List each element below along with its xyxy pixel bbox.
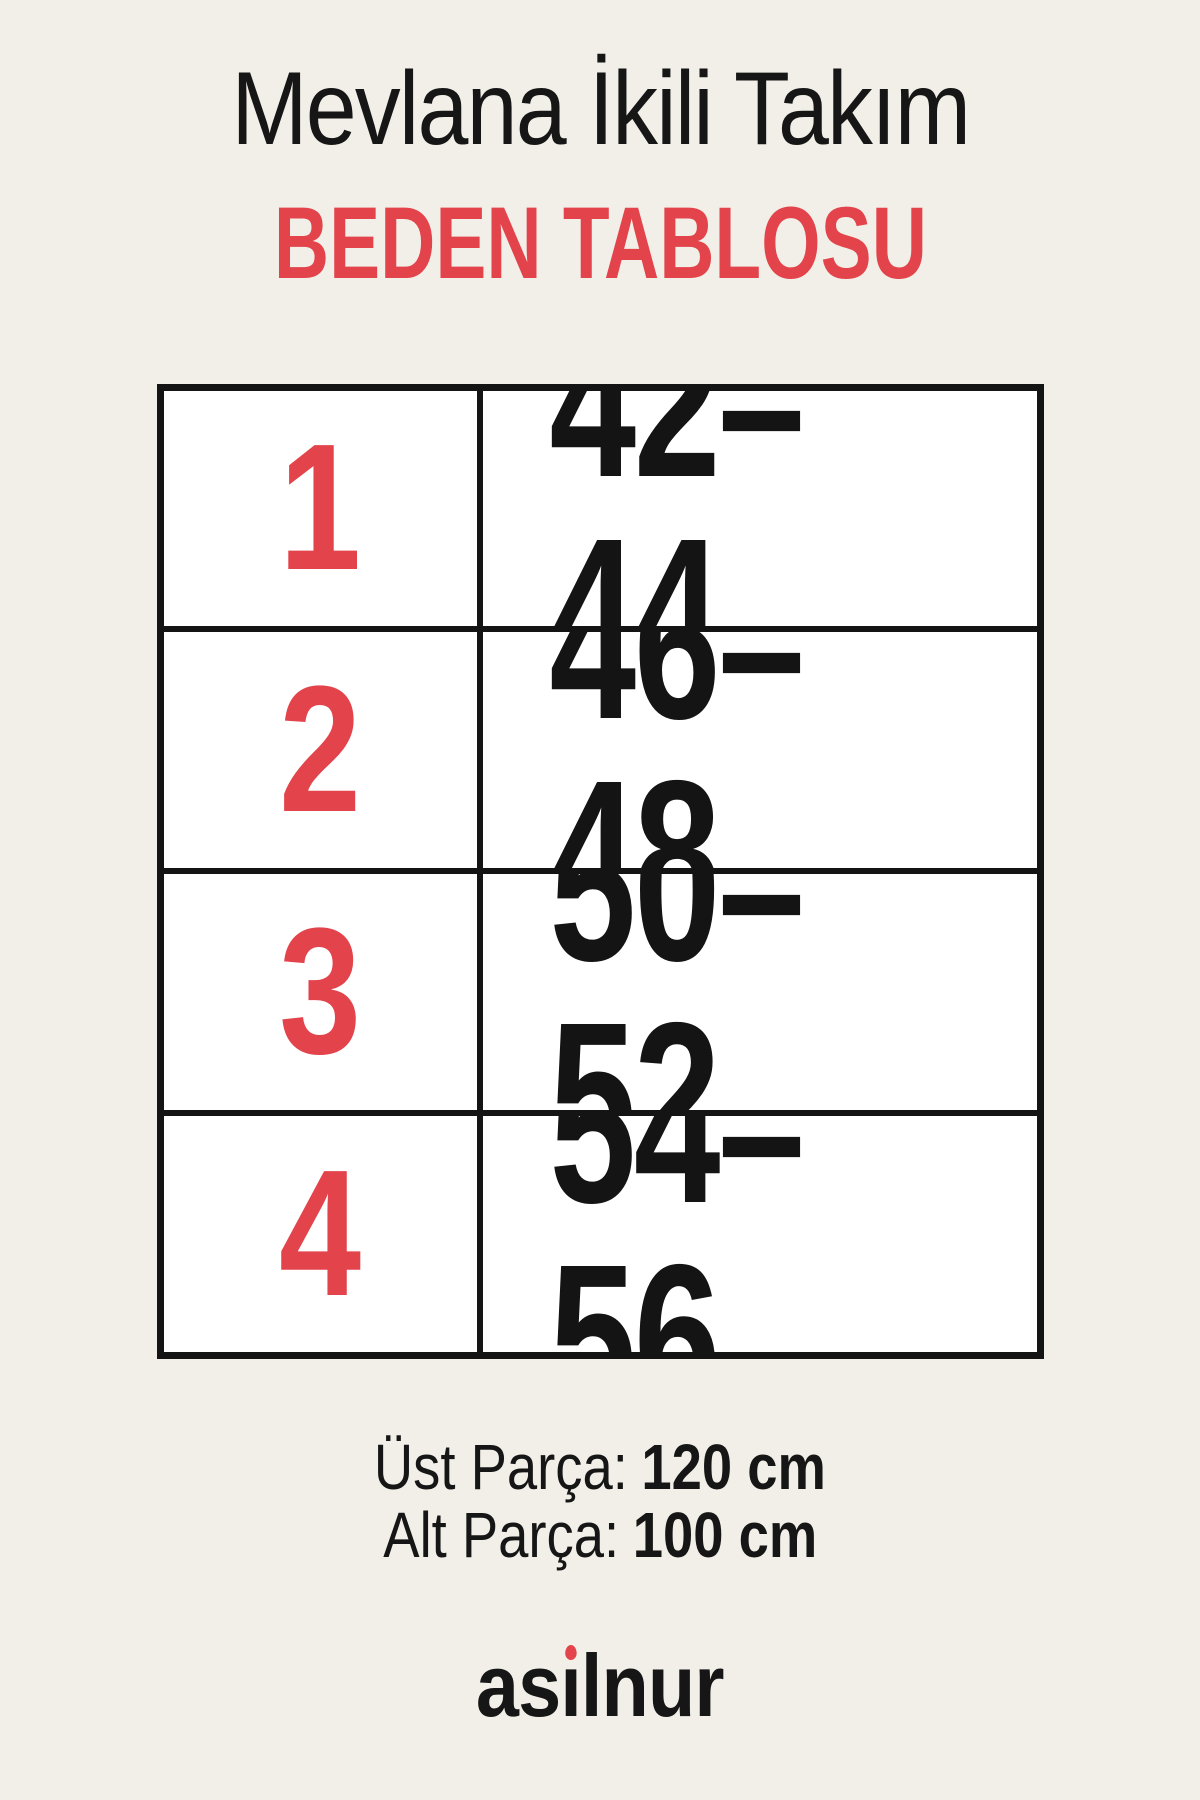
note-label: Üst Parça: [373,1430,628,1503]
note-ust-parca: Üst Parça: 120 cm [373,1430,827,1503]
size-table: 1 42–44 2 46–48 3 50–52 4 54–56 [156,383,1044,1359]
size-range: 42–44 [548,390,804,627]
size-range: 50–52 [548,874,804,1110]
size-number: 2 [278,649,362,851]
size-number: 3 [278,890,362,1092]
table-cell-range-4: 54–56 [482,1115,1037,1352]
brand-logo-text-post: lnur [581,1635,725,1735]
note-label: Alt Parça: [383,1499,619,1572]
size-range: 54–56 [548,1115,804,1352]
page-title: Mevlana İkili Takım [231,51,971,167]
table-cell-range-3: 50–52 [482,874,1037,1110]
page-subtitle: BEDEN TABLOSU [273,185,927,300]
table-cell-size-4: 4 [163,1115,477,1352]
table-cell-range-1: 42–44 [482,390,1037,627]
brand-logo: asılnur [476,1641,725,1730]
note-alt-parca: Alt Parça: 100 cm [383,1499,817,1572]
measurement-notes: Üst Parça: 120 cm Alt Parça: 100 cm [334,1430,866,1572]
size-number: 4 [278,1132,362,1334]
brand-logo-red-dot-i: ı [560,1641,582,1730]
table-cell-size-2: 2 [163,632,477,869]
size-range: 46–48 [548,632,804,869]
note-value: 100 cm [632,1499,817,1572]
table-cell-range-2: 46–48 [482,632,1037,869]
brand-logo-text-pre: as [476,1635,561,1735]
table-cell-size-3: 3 [163,874,477,1110]
brand-logo-dotless-i: ı [560,1635,582,1735]
note-value: 120 cm [641,1430,827,1503]
table-cell-size-1: 1 [163,390,477,627]
size-number: 1 [278,407,362,609]
